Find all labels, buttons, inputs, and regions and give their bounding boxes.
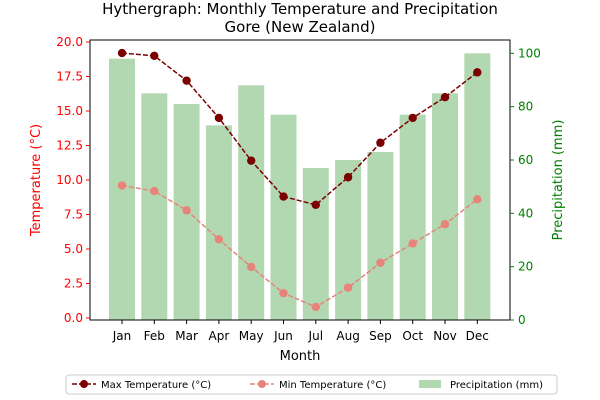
legend-max-label: Max Temperature (°C) xyxy=(101,380,211,391)
max-temp-point-mar xyxy=(182,76,191,85)
chart-title-line1: Hythergraph: Monthly Temperature and Pre… xyxy=(102,0,498,18)
right-tick-label: 40 xyxy=(518,206,533,220)
x-tick-label-jul: Jul xyxy=(308,329,323,343)
x-tick-label-may: May xyxy=(239,329,264,343)
min-temp-point-nov xyxy=(440,219,450,229)
precip-bar-apr xyxy=(205,125,232,320)
precip-bar-sep xyxy=(367,152,394,320)
legend: Max Temperature (°C) Min Temperature (°C… xyxy=(65,374,558,395)
x-tick-label-mar: Mar xyxy=(175,329,198,343)
max-temp-point-may xyxy=(247,156,256,165)
precipitation-bars xyxy=(109,53,491,321)
precip-bar-aug xyxy=(335,160,362,320)
left-tick-label: 7.5 xyxy=(64,208,83,222)
x-month-axis: Jan Feb Mar Apr May Jun Jul Aug Sep Oct Nov Dec xyxy=(112,320,489,343)
x-tick-label-oct: Oct xyxy=(402,329,423,343)
legend-precip-swatch xyxy=(419,380,441,388)
temperature-lines xyxy=(117,48,482,312)
max-temp-point-jan xyxy=(117,48,127,58)
max-temp-point-apr xyxy=(214,113,224,123)
min-temp-point-jun xyxy=(279,288,288,298)
min-temp-point-may xyxy=(247,262,256,272)
x-tick-label-sep: Sep xyxy=(369,329,392,343)
precip-bar-nov xyxy=(432,93,458,320)
legend-max-point-marker xyxy=(80,380,88,388)
x-tick-label-aug: Aug xyxy=(336,329,359,343)
precip-bar-feb xyxy=(141,93,168,320)
left-tick-label: 17.5 xyxy=(56,70,83,84)
x-tick-label-dec: Dec xyxy=(466,329,489,343)
legend-min-point-marker xyxy=(258,380,266,388)
legend-min-label: Min Temperature (°C) xyxy=(279,380,386,391)
max-temp-line xyxy=(121,52,478,206)
min-temp-line xyxy=(121,184,478,308)
left-y-axis-label: Temperature (°C) xyxy=(29,124,44,237)
x-tick-label-apr: Apr xyxy=(209,329,230,343)
max-temp-point-dec xyxy=(473,68,482,77)
x-tick-label-jan: Jan xyxy=(112,329,132,343)
left-tick-label: 5.0 xyxy=(64,242,83,256)
right-tick-label: 60 xyxy=(518,153,533,167)
legend-frame xyxy=(65,374,558,395)
x-axis-label: Month xyxy=(280,349,321,364)
max-temp-point-nov xyxy=(440,93,450,102)
min-temp-point-jul xyxy=(311,302,320,312)
max-temp-point-feb xyxy=(150,51,159,60)
left-tick-label: 12.5 xyxy=(56,139,83,153)
right-precipitation-axis: 0 20 40 60 80 100 xyxy=(510,46,541,327)
x-tick-label-jun: Jun xyxy=(273,329,293,343)
left-tick-label: 20.0 xyxy=(56,35,83,49)
right-tick-label: 0 xyxy=(518,313,526,327)
right-y-axis-label: Precipitation (mm) xyxy=(551,120,566,241)
max-temp-point-aug xyxy=(343,173,353,182)
min-temp-point-mar xyxy=(182,206,191,215)
precip-bar-dec xyxy=(464,53,491,320)
max-temp-point-jul xyxy=(311,200,320,210)
precip-bar-may xyxy=(238,85,265,320)
min-temp-point-dec xyxy=(473,195,482,204)
max-temp-point-oct xyxy=(408,113,417,123)
chart-title-line2: Gore (New Zealand) xyxy=(225,18,376,36)
right-tick-label: 20 xyxy=(518,260,533,274)
left-tick-label: 2.5 xyxy=(64,277,83,291)
min-temp-point-jan xyxy=(117,181,127,190)
legend-precip-label: Precipitation (mm) xyxy=(450,380,543,391)
max-temp-point-sep xyxy=(376,138,385,147)
precip-bar-oct xyxy=(399,114,426,321)
x-tick-label-feb: Feb xyxy=(144,329,165,343)
min-temp-point-aug xyxy=(343,283,353,292)
max-temp-point-jun xyxy=(279,192,288,201)
min-temp-point-apr xyxy=(214,235,224,244)
left-temperature-axis: 0.0 2.5 5.0 7.5 10.0 12.5 15.0 17.5 20.0 xyxy=(56,35,90,325)
right-tick-label: 100 xyxy=(518,46,541,60)
min-temp-point-oct xyxy=(408,239,417,248)
left-tick-label: 0.0 xyxy=(64,311,83,325)
precip-bar-jul xyxy=(302,168,329,320)
x-tick-label-nov: Nov xyxy=(433,329,456,343)
min-temp-point-feb xyxy=(150,186,159,196)
min-temp-point-sep xyxy=(376,258,385,267)
left-tick-label: 10.0 xyxy=(56,173,83,187)
left-tick-label: 15.0 xyxy=(56,104,83,118)
right-tick-label: 80 xyxy=(518,100,533,114)
